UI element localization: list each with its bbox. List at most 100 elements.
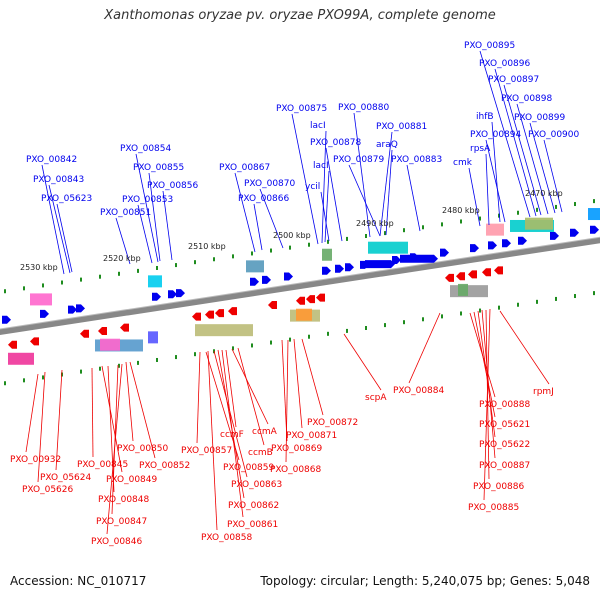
gene-label: ycil — [305, 182, 320, 192]
leader-line — [253, 203, 263, 251]
leader-line — [25, 373, 39, 453]
leader-line — [231, 348, 269, 425]
leader-line — [293, 338, 303, 429]
leader-line — [285, 339, 289, 463]
backbone-band — [0, 237, 600, 335]
gene-label: PXO_00878 — [310, 138, 362, 148]
gene-arrow-reverse — [316, 293, 325, 302]
gene-arrow-forward — [168, 290, 177, 299]
gene-arrow-reverse — [494, 266, 503, 275]
leader-line — [353, 112, 371, 238]
leader-line — [225, 349, 237, 428]
gene-arrow-reverse — [120, 323, 129, 332]
leader-line — [125, 361, 134, 442]
gene-arrow-reverse — [456, 272, 465, 281]
gene-arrow-forward — [550, 231, 559, 240]
leader-line — [137, 204, 153, 264]
gene-arrow-reverse — [30, 337, 39, 346]
gene-label: PXO_05621 — [479, 420, 530, 430]
leader-line — [207, 350, 218, 531]
gene-arrow-forward — [322, 266, 331, 275]
leader-line — [234, 172, 256, 253]
gene-label: PXO_00857 — [181, 446, 232, 456]
gene-label: PXO_00886 — [473, 482, 525, 492]
gene-label: araQ — [376, 140, 398, 150]
gene-feature-block — [450, 285, 488, 298]
gene-feature-block — [148, 275, 162, 288]
gene-arrow-reverse — [192, 312, 201, 321]
gene-label: PXO_05626 — [22, 485, 74, 495]
leader-line — [503, 84, 542, 216]
leader-line — [543, 139, 563, 213]
leader-line — [494, 68, 537, 217]
leader-line — [237, 347, 265, 446]
gene-label: PXO_00859 — [223, 463, 275, 473]
gene-label: PXO_00869 — [271, 444, 323, 454]
gene-label: PXO_00863 — [231, 480, 282, 490]
gene-label: PXO_05624 — [40, 473, 92, 483]
gene-feature-block — [8, 352, 34, 365]
leader-line — [485, 139, 506, 223]
leader-line — [56, 203, 73, 273]
gene-label: PXO_00896 — [479, 59, 531, 69]
leader-line — [41, 164, 65, 275]
gene-arrow-reverse — [215, 309, 224, 318]
gene-feature-block — [486, 223, 504, 236]
gene-arrow-forward — [590, 225, 599, 234]
gene-label: PXO_00847 — [96, 517, 147, 527]
kbp-scale-label: 2480 kbp — [442, 206, 480, 215]
gene-arrow-forward — [392, 256, 401, 265]
leader-line — [135, 153, 159, 263]
gene-label: PXO_00895 — [464, 41, 515, 51]
leader-line — [499, 310, 550, 385]
gene-label: PXO_00856 — [147, 181, 199, 191]
gene-label: PXO_00849 — [106, 475, 158, 485]
gene-label: rpsA — [470, 144, 491, 154]
gene-label: PXO_00846 — [91, 537, 143, 547]
gene-label: PXO_00879 — [333, 155, 385, 165]
gene-label: PXO_00845 — [77, 460, 128, 470]
gene-label: scpA — [365, 393, 387, 403]
leader-line — [91, 367, 94, 458]
leader-line — [196, 351, 201, 444]
leader-line — [55, 369, 63, 471]
kbp-scale-label: 2530 kbp — [20, 263, 58, 272]
gene-arrow-forward — [470, 244, 479, 253]
gene-label: PXO_00899 — [514, 113, 566, 123]
gene-label: PXO_00897 — [488, 75, 539, 85]
gene-label: ccmF — [220, 430, 244, 440]
gene-arrow-reverse — [268, 300, 277, 309]
leader-line — [101, 365, 123, 473]
gene-arrow-reverse — [296, 296, 305, 305]
gene-feature-block — [368, 241, 408, 254]
gene-feature-block — [458, 283, 468, 296]
gene-label: PXO_00848 — [98, 495, 150, 505]
gene-label: PXO_00850 — [117, 444, 169, 454]
gene-arrow-forward — [40, 309, 49, 318]
kbp-scale-label: 2490 kbp — [356, 219, 394, 228]
leader-line — [115, 217, 131, 265]
gene-label: PXO_00872 — [307, 418, 358, 428]
gene-label: PXO_00898 — [501, 94, 553, 104]
gene-feature-block — [525, 217, 553, 230]
leader-line — [485, 153, 490, 226]
gene-arrow-reverse — [8, 340, 17, 349]
figure-title: Xanthomonas oryzae pv. oryzae PXO99A, co… — [104, 8, 496, 23]
gene-arrow-forward — [68, 305, 77, 314]
gene-label: cmk — [453, 158, 473, 168]
leader-line — [259, 188, 284, 249]
kbp-scale-label: 2500 kbp — [273, 231, 311, 240]
leader-line — [379, 131, 393, 237]
gene-label: PXO_00868 — [270, 465, 322, 475]
gene-feature-block — [246, 260, 264, 273]
backbone-highlight — [0, 236, 600, 330]
topology-text: Topology: circular; Length: 5,240,075 bp… — [260, 574, 590, 588]
leader-line — [529, 122, 556, 214]
gene-feature-block — [588, 208, 600, 221]
gene-arrow-reverse — [205, 310, 214, 319]
leader-line — [106, 363, 123, 535]
gene-arrow-forward — [570, 228, 579, 237]
leader-line — [107, 365, 115, 493]
gene-arrow-forward — [250, 277, 259, 286]
